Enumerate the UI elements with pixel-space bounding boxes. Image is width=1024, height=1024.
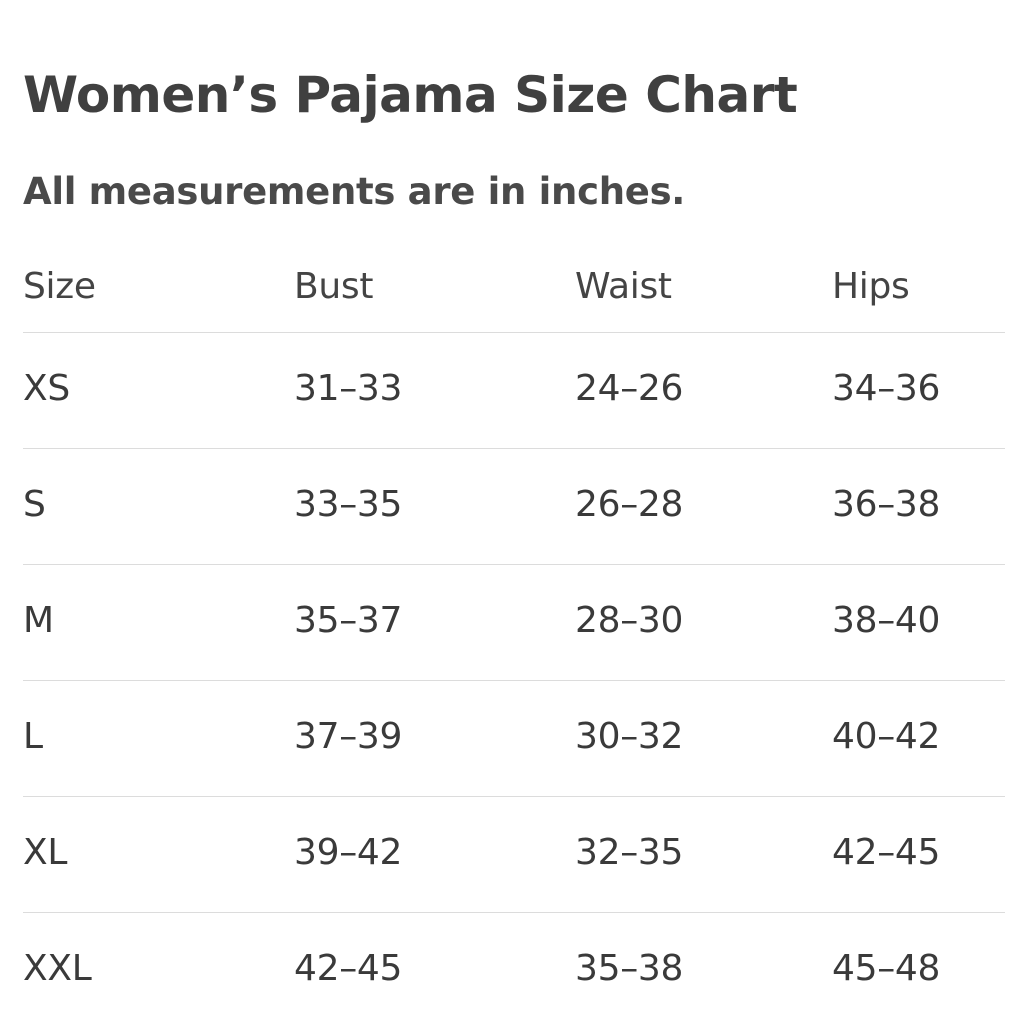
bust-cell: 39–42 [294,832,403,873]
header-waist: Waist [575,266,672,307]
bust-cell: 37–39 [294,716,403,757]
size-cell: XS [23,368,70,409]
size-table: Size Bust Waist Hips XS 31–33 24–26 34–3… [23,240,1005,1024]
header-size: Size [23,266,96,307]
table-row: XXL 42–45 35–38 45–48 [23,913,1005,1024]
waist-cell: 28–30 [575,600,684,641]
size-cell: L [23,716,43,757]
bust-cell: 35–37 [294,600,403,641]
table-row: L 37–39 30–32 40–42 [23,681,1005,797]
size-cell: XL [23,832,68,873]
waist-cell: 35–38 [575,948,684,989]
table-header-row: Size Bust Waist Hips [23,240,1005,333]
header-hips: Hips [832,266,910,307]
hips-cell: 38–40 [832,600,941,641]
waist-cell: 30–32 [575,716,684,757]
size-cell: XXL [23,948,92,989]
bust-cell: 42–45 [294,948,403,989]
size-cell: S [23,484,46,525]
hips-cell: 40–42 [832,716,941,757]
header-bust: Bust [294,266,374,307]
hips-cell: 45–48 [832,948,941,989]
bust-cell: 31–33 [294,368,403,409]
bust-cell: 33–35 [294,484,403,525]
hips-cell: 42–45 [832,832,941,873]
waist-cell: 24–26 [575,368,684,409]
table-row: XS 31–33 24–26 34–36 [23,333,1005,449]
table-row: M 35–37 28–30 38–40 [23,565,1005,681]
hips-cell: 34–36 [832,368,941,409]
measurement-note: All measurements are in inches. [23,170,686,213]
page-title: Women’s Pajama Size Chart [23,66,798,124]
waist-cell: 26–28 [575,484,684,525]
hips-cell: 36–38 [832,484,941,525]
waist-cell: 32–35 [575,832,684,873]
table-row: XL 39–42 32–35 42–45 [23,797,1005,913]
table-row: S 33–35 26–28 36–38 [23,449,1005,565]
size-cell: M [23,600,54,641]
